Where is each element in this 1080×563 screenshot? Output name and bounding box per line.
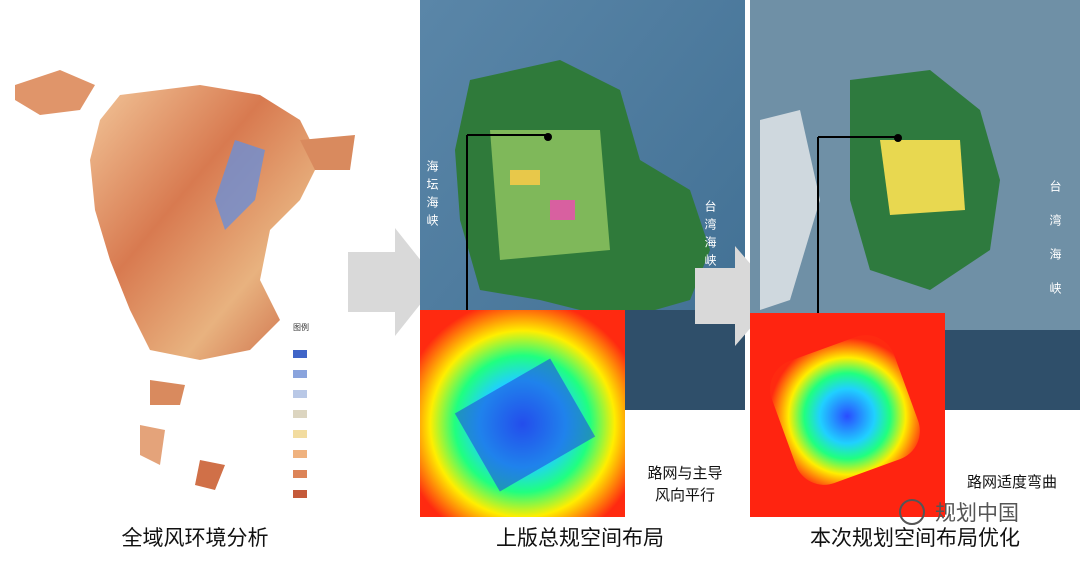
map-legend (625, 310, 745, 410)
legend-swatch (293, 390, 307, 398)
road-grid (454, 358, 596, 492)
legend-swatch (293, 490, 307, 498)
map-label: 海坛海峡 (425, 159, 439, 232)
road-grid (770, 335, 920, 485)
marker (544, 133, 552, 141)
island (300, 135, 355, 170)
legend-swatch (293, 450, 307, 458)
legend-swatch (293, 370, 307, 378)
island (195, 460, 225, 490)
map-label: 台湾海峡 (703, 199, 717, 272)
watermark-text: 规划中国 (935, 501, 1019, 525)
plan-map-old: 海坛海峡 台湾海峡 路网与主导 风向平行 (420, 0, 745, 517)
legend-swatch (293, 410, 307, 418)
urban-area (490, 130, 610, 260)
legend-title: 图例 (293, 322, 309, 332)
wind-map: 图例 (15, 70, 355, 498)
legend: 图例 (293, 322, 309, 498)
arrow (348, 228, 438, 336)
plan-map-new: 台湾海峡 路网适度弯曲 (750, 0, 1080, 517)
legend-swatch (293, 350, 307, 358)
calm-zone (215, 140, 265, 230)
map-legend (945, 330, 1080, 410)
island (140, 425, 165, 465)
island (90, 85, 320, 360)
note: 风向平行 (655, 486, 715, 504)
note: 路网适度弯曲 (967, 473, 1057, 491)
coast (760, 110, 820, 310)
legend-swatch (293, 430, 307, 438)
caption: 全域风环境分析 (122, 526, 269, 550)
arrow (695, 246, 778, 346)
island (15, 70, 95, 115)
note: 路网与主导 (647, 464, 722, 482)
land-use (510, 170, 540, 185)
marker (894, 134, 902, 142)
urban-area (880, 140, 965, 215)
watermark-icon (899, 499, 925, 525)
caption: 本次规划空间布局优化 (810, 526, 1020, 550)
legend-swatch (293, 470, 307, 478)
land-use (550, 200, 575, 220)
caption: 上版总规空间布局 (496, 526, 664, 550)
map-label: 台湾海峡 (1048, 179, 1062, 316)
island (150, 380, 185, 405)
watermark: 规划中国 (899, 499, 1019, 525)
